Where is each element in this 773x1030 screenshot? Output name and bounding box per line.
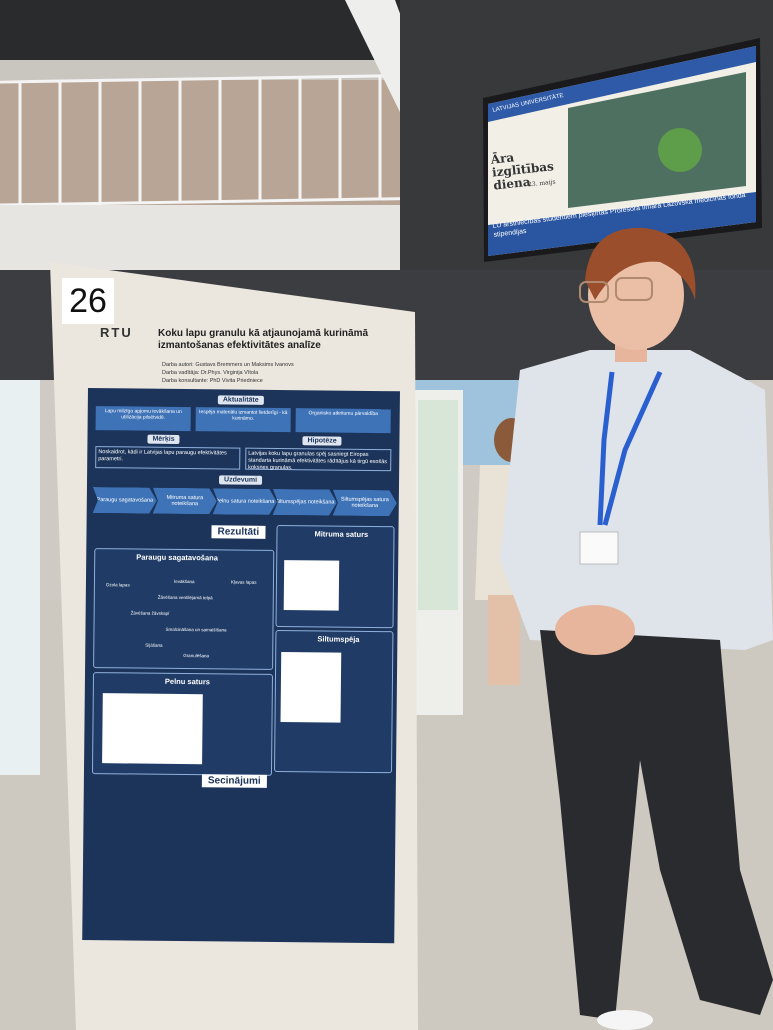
hypothesis-text: Latvijas koku lapu granulas spēj sasnieg… <box>245 447 392 472</box>
flow-step: Sijāšana <box>145 642 163 648</box>
poster-title: Koku lapu granulu kā atjaunojamā kurinām… <box>158 328 369 351</box>
screen-header <box>488 46 756 122</box>
balcony-edge <box>0 205 470 270</box>
board-number: 26 <box>62 278 114 324</box>
relevance-item: Iespēja materiālu izmantot lietderīgi - … <box>195 407 291 433</box>
name-badge <box>579 531 619 565</box>
logo: RTU <box>100 325 133 340</box>
panel-title: Mitruma saturs <box>314 529 369 539</box>
section-header: Mērķis <box>147 434 180 444</box>
flow-step: Granulēšana <box>183 653 210 659</box>
credit: Darba vadītāja: Dr.Phys. Virginija Vītol… <box>162 370 259 376</box>
side-poster <box>0 380 40 775</box>
task: Pelnu satura noteikšana <box>213 488 277 515</box>
flow-step: Smalcināšana un samaišīšana <box>165 626 227 633</box>
task: Siltumspējas satura noteikšana <box>333 490 397 517</box>
section-header: Secinājumi <box>201 774 267 788</box>
hair <box>585 227 696 300</box>
aim-text: Noskaidrot, kādi ir Latvijas lapu paraug… <box>95 446 241 470</box>
panel-title: Paraugu sagatavošana <box>136 552 218 563</box>
chart-thumbnail <box>283 560 340 611</box>
panel-title: Siltumspēja <box>317 634 360 644</box>
credit: Darba konsultante: PhD Vivita Priedniece <box>162 378 263 384</box>
flow-step: Ievākšana <box>173 578 195 585</box>
chart-thumbnail <box>102 693 203 765</box>
relevance-item: Lapu milzīgo apjomu ievākšana un utilizā… <box>95 406 191 432</box>
hands <box>555 605 635 655</box>
panel <box>93 548 275 670</box>
back-poster <box>418 400 458 610</box>
visitor-legs <box>488 595 520 685</box>
relevance-item: Organisko atkritumu pārvaldība <box>295 408 391 434</box>
section-header: Uzdevumi <box>218 475 263 485</box>
section-header: Hipotēze <box>302 436 342 446</box>
trousers <box>540 630 773 1020</box>
task: Paraugu sagatavošana <box>93 487 157 514</box>
flow-step: Ozola lapas <box>105 582 130 588</box>
poster: Aktualitāte Lapu milzīgo apjomu ievākšan… <box>82 388 400 944</box>
flow-step: Žāvēšana ventilējamā telpā <box>157 594 213 601</box>
screen-tree <box>658 128 702 172</box>
flow-step: Kļavas lapas <box>230 579 257 585</box>
task: Siltumspējas noteikšana <box>273 489 337 516</box>
lanyard <box>597 371 615 526</box>
section-header: Rezultāti <box>211 525 266 539</box>
lanyard <box>602 370 663 526</box>
chart-thumbnail <box>280 652 342 723</box>
section-header: Aktualitāte <box>217 395 264 405</box>
credit: Darba autori: Gustavs Bremmers un Maksim… <box>162 362 294 368</box>
shoe <box>597 1010 653 1030</box>
screen-ticker-bar <box>488 192 756 256</box>
glasses <box>579 277 653 303</box>
flow-step: Žāvēšana žāvskapī <box>130 610 170 616</box>
task: Mitruma satura noteikšana <box>153 488 217 515</box>
panel-title: Pelnu saturs <box>164 676 210 687</box>
shirt <box>500 350 773 650</box>
screen-panel <box>568 72 746 208</box>
